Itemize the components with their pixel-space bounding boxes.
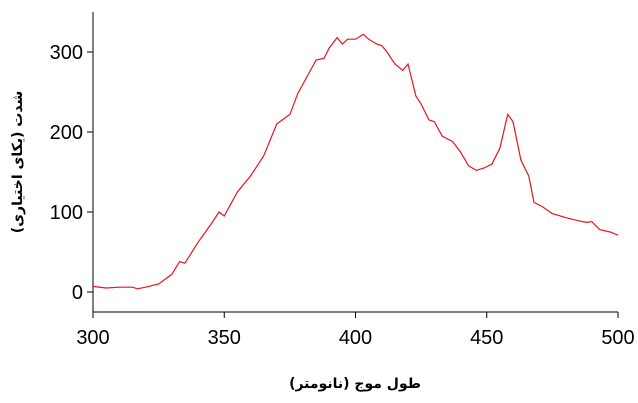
y-tick-label: 200 (50, 122, 83, 144)
x-tick-label: 350 (208, 327, 241, 349)
y-tick-label: 0 (72, 282, 83, 304)
line (92, 33, 619, 290)
y-axis-title: شدت (یکای اختیاری) (10, 91, 26, 233)
x-tick-label: 400 (339, 327, 372, 349)
x-tick-label: 450 (470, 327, 503, 349)
y-tick-label: 100 (50, 202, 83, 224)
x-tick-label: 300 (76, 327, 109, 349)
y-tick-label: 300 (50, 42, 83, 64)
x-tick-label: 500 (601, 327, 634, 349)
x-axis-title: طول موج (نانومتر) (289, 376, 421, 392)
